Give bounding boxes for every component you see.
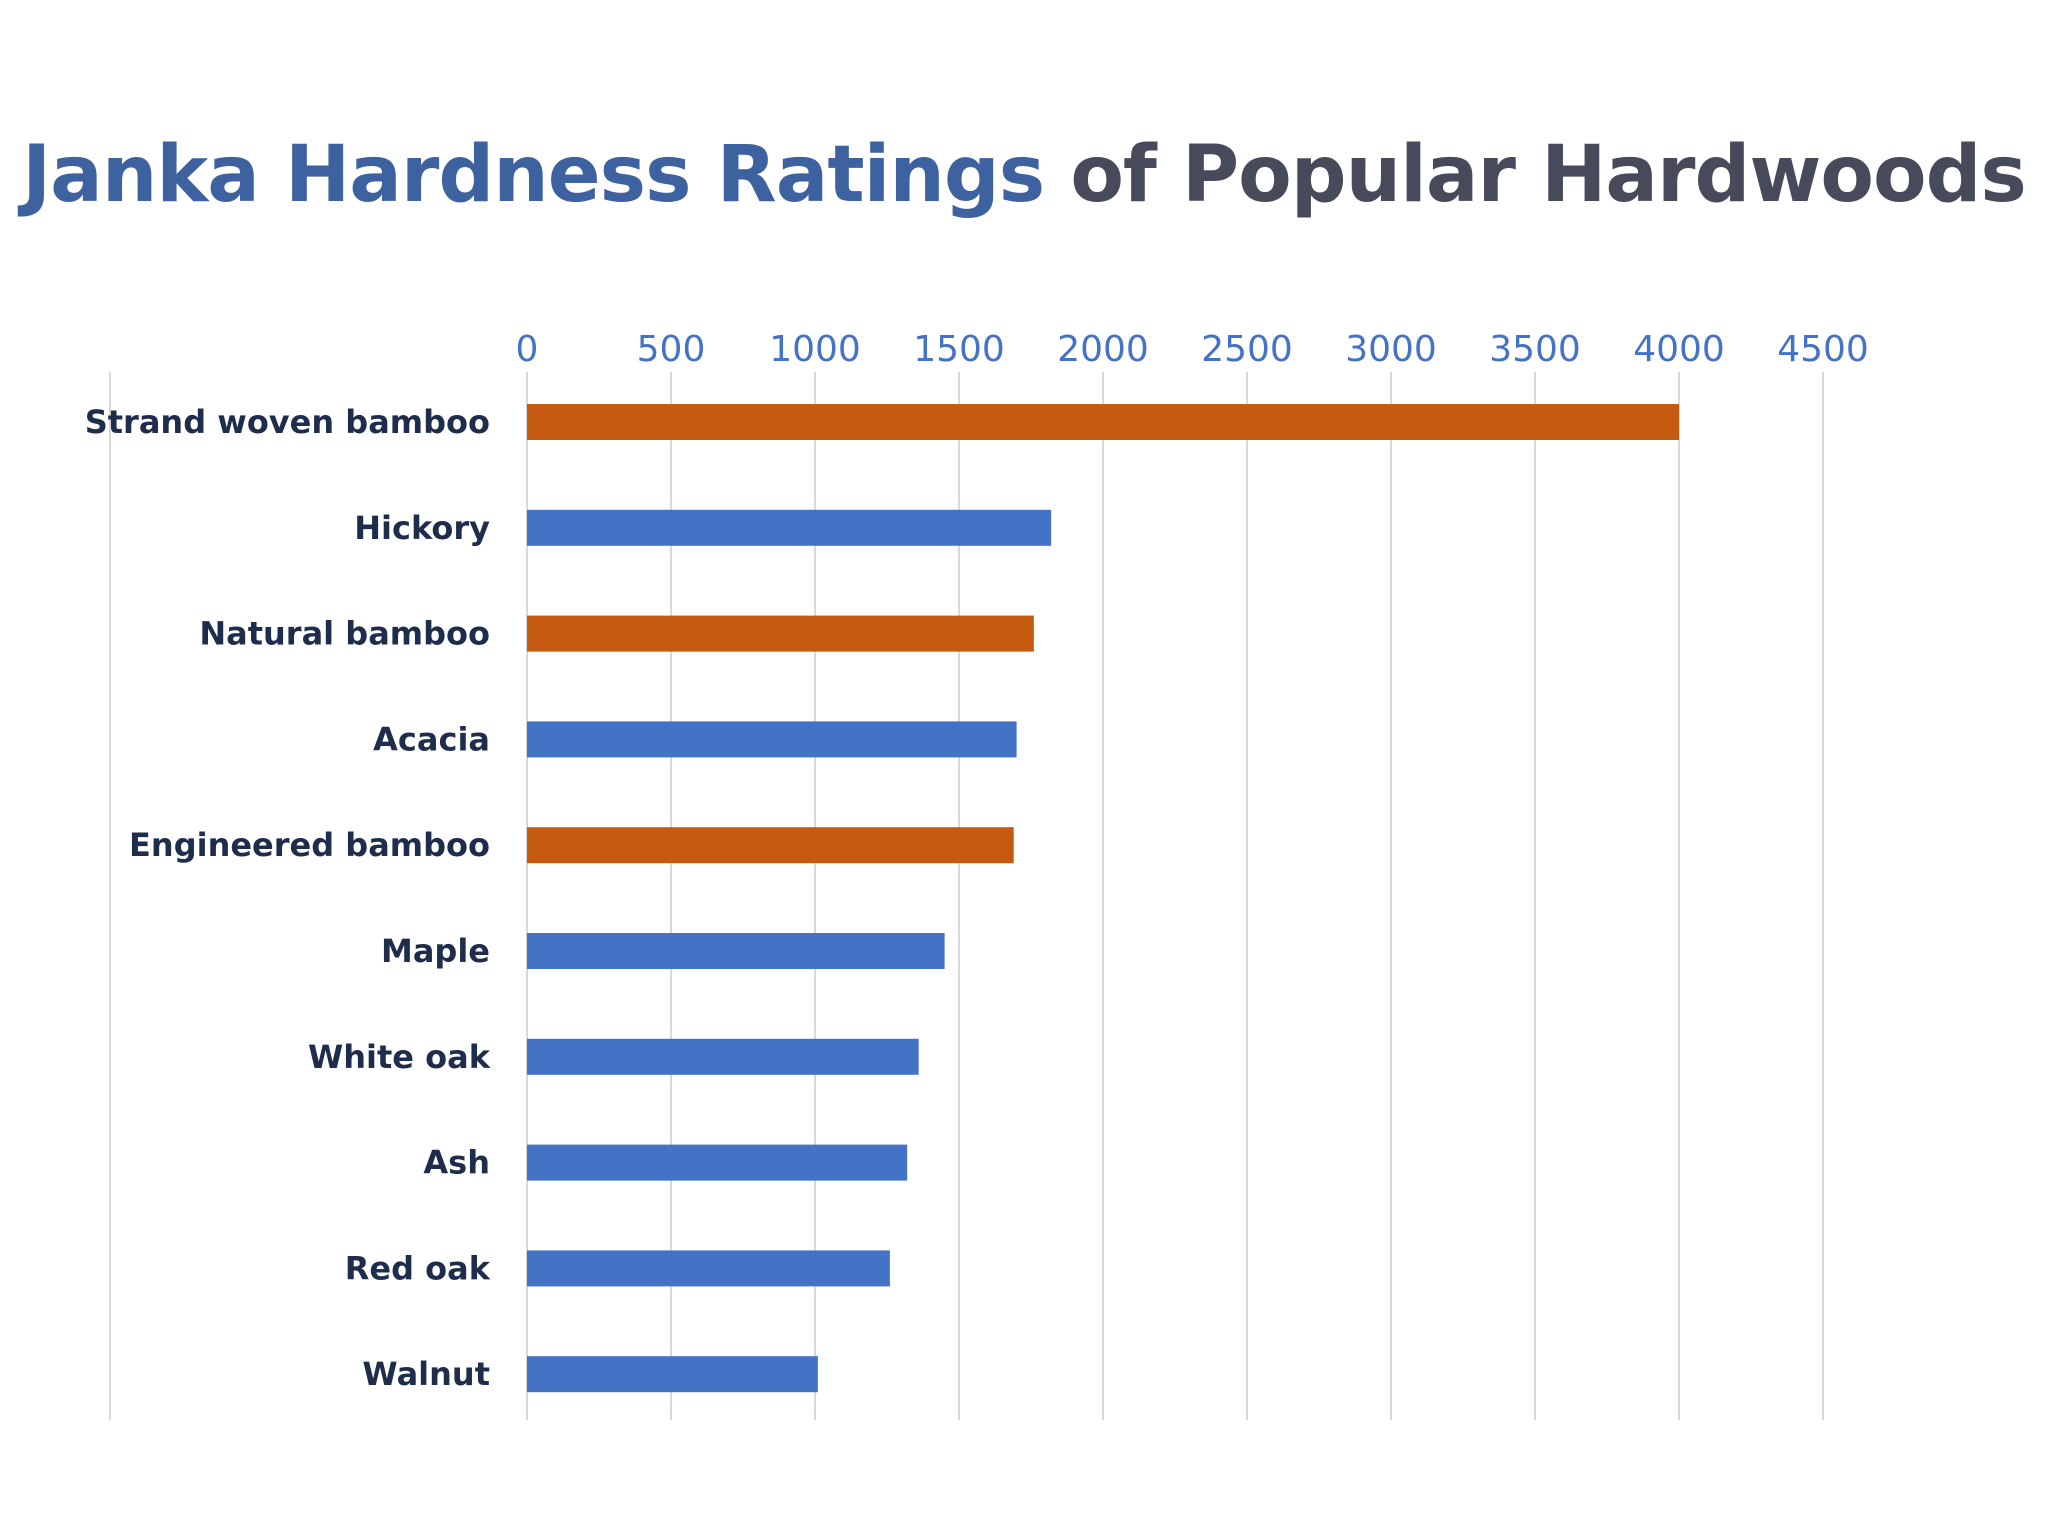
bar-engineered-bamboo — [527, 827, 1014, 864]
chart-title: Janka Hardness Ratings of Popular Hardwo… — [0, 130, 2048, 220]
bars — [527, 404, 1679, 1393]
category-label: Engineered bamboo — [129, 826, 490, 864]
x-tick-label: 4500 — [1777, 329, 1869, 370]
category-label: Acacia — [373, 720, 490, 758]
x-tick-label: 2500 — [1201, 329, 1293, 370]
bar-hickory — [527, 509, 1052, 546]
x-tick-label: 3500 — [1489, 329, 1581, 370]
category-label: Walnut — [362, 1355, 490, 1393]
category-label: Ash — [423, 1144, 490, 1182]
category-labels: Strand woven bamboo Hickory Natural bamboo… — [85, 403, 491, 1393]
bar-red-oak — [527, 1250, 890, 1287]
x-tick-label: 0 — [516, 329, 539, 370]
chart-title-rest: of Popular Hardwoods — [1070, 130, 2026, 220]
x-tick-label: 500 — [637, 329, 706, 370]
bar-ash — [527, 1144, 908, 1181]
x-tick-label: 1000 — [769, 329, 861, 370]
chart-title-highlight: Janka Hardness Ratings — [22, 130, 1045, 220]
bar-maple — [527, 933, 945, 969]
x-tick-label: 1500 — [913, 329, 1005, 370]
category-label: Maple — [381, 932, 490, 970]
x-tick-label: 4000 — [1633, 329, 1725, 370]
bar-white-oak — [527, 1038, 919, 1075]
category-label: Natural bamboo — [199, 615, 490, 653]
category-label: Strand woven bamboo — [85, 403, 490, 441]
category-label: Red oak — [345, 1249, 491, 1287]
x-tick-label: 3000 — [1345, 329, 1437, 370]
bar-walnut — [527, 1356, 818, 1393]
bar-natural-bamboo — [527, 615, 1034, 652]
category-label: Hickory — [354, 509, 490, 547]
bar-strand-woven-bamboo — [527, 404, 1679, 440]
x-axis-ticks: 0 500 1000 1500 2000 2500 3000 3500 4000 4500 — [516, 329, 1869, 370]
category-label: White oak — [308, 1038, 491, 1076]
gridlines — [109, 372, 1824, 1420]
x-tick-label: 2000 — [1057, 329, 1149, 370]
bar-acacia — [527, 721, 1017, 758]
